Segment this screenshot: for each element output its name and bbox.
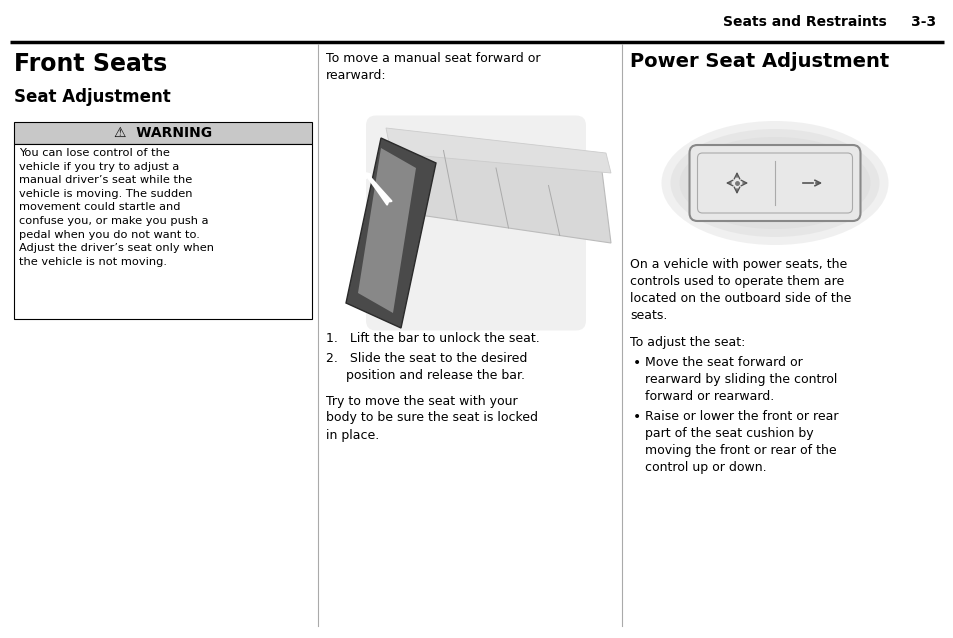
Text: Try to move the seat with your
body to be sure the seat is locked
in place.: Try to move the seat with your body to b… [326,394,537,441]
Ellipse shape [688,145,861,221]
FancyBboxPatch shape [689,145,860,221]
Polygon shape [391,133,610,243]
Text: ⚠  WARNING: ⚠ WARNING [113,126,212,140]
Text: To adjust the seat:: To adjust the seat: [629,336,744,349]
Ellipse shape [660,121,887,245]
Bar [14,144,312,319]
Polygon shape [386,128,610,173]
Text: position and release the bar.: position and release the bar. [346,369,524,382]
Text: You can lose control of the
vehicle if you try to adjust a
manual driver’s seat : You can lose control of the vehicle if y… [19,148,213,267]
Text: Front Seats: Front Seats [14,52,167,76]
Text: To move a manual seat forward or
rearward:: To move a manual seat forward or rearwar… [326,52,540,82]
Ellipse shape [670,129,879,237]
Polygon shape [357,148,416,313]
Text: 1.   Lift the bar to unlock the seat.: 1. Lift the bar to unlock the seat. [326,332,539,346]
Text: On a vehicle with power seats, the
controls used to operate them are
located on : On a vehicle with power seats, the contr… [629,258,850,322]
FancyBboxPatch shape [366,115,585,330]
Polygon shape [346,138,436,328]
Text: •: • [633,356,640,370]
Text: •: • [633,410,640,424]
Text: Seats and Restraints     3-3: Seats and Restraints 3-3 [722,15,935,29]
Bar [14,122,312,144]
Text: 2.   Slide the seat to the desired: 2. Slide the seat to the desired [326,353,527,366]
Ellipse shape [679,137,869,229]
Text: Seat Adjustment: Seat Adjustment [14,88,171,106]
Text: Power Seat Adjustment: Power Seat Adjustment [629,52,888,71]
Text: Move the seat forward or
rearward by sliding the control
forward or rearward.: Move the seat forward or rearward by sli… [644,356,837,403]
Text: Raise or lower the front or rear
part of the seat cushion by
moving the front or: Raise or lower the front or rear part of… [644,410,838,474]
